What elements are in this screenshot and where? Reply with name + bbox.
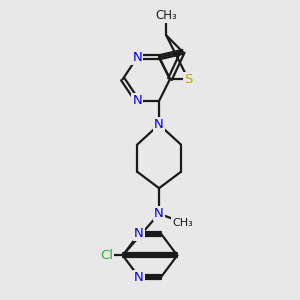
Text: N: N — [134, 271, 144, 284]
Text: N: N — [154, 118, 164, 131]
Text: CH₃: CH₃ — [172, 218, 193, 228]
Text: N: N — [132, 51, 142, 64]
Text: N: N — [134, 227, 144, 240]
Text: S: S — [184, 73, 192, 85]
Text: Cl: Cl — [100, 249, 113, 262]
Text: N: N — [154, 207, 164, 220]
Text: N: N — [132, 94, 142, 107]
Text: CH₃: CH₃ — [155, 9, 177, 22]
